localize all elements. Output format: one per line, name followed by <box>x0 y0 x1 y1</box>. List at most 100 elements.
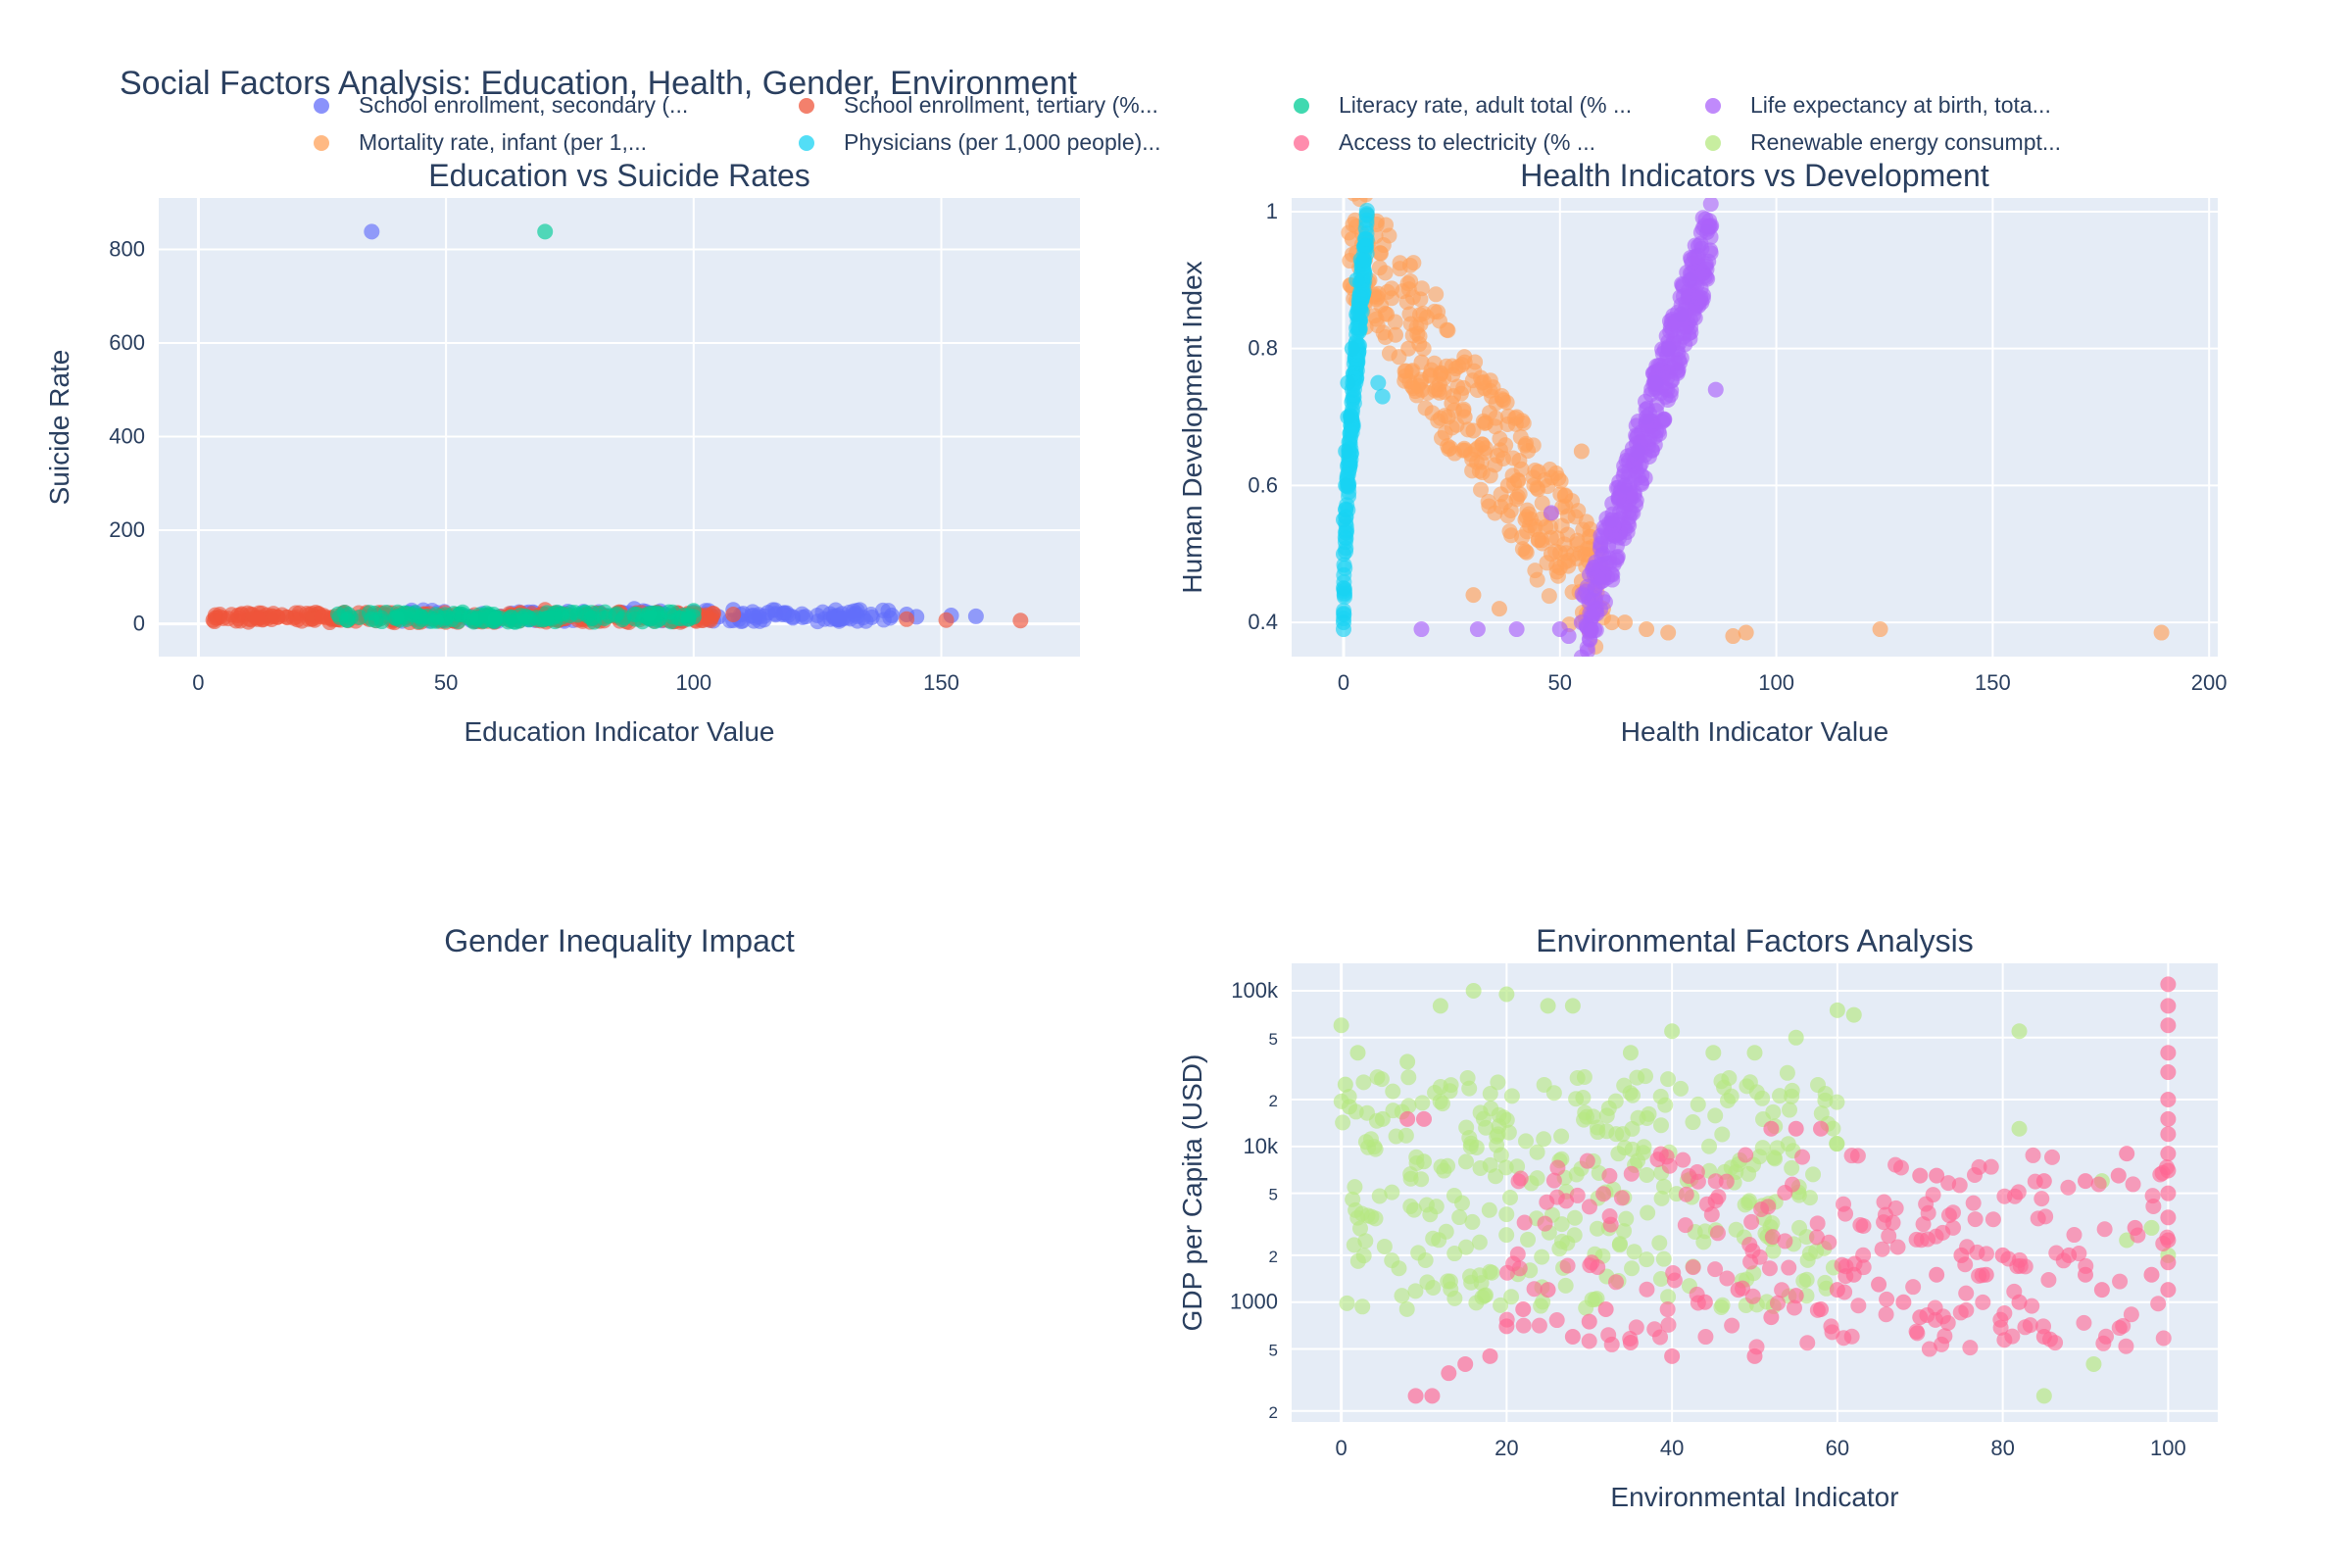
data-point <box>1422 368 1439 384</box>
data-point <box>1763 1120 1780 1137</box>
legend-item[interactable]: School enrollment, secondary (... <box>314 92 688 119</box>
data-point <box>2085 1355 2102 1372</box>
data-point <box>1441 441 1457 458</box>
data-point <box>1369 318 1386 334</box>
data-point <box>2160 1064 2177 1081</box>
data-point <box>1402 1198 1419 1214</box>
legend-marker <box>314 97 329 114</box>
legend-label: School enrollment, secondary (... <box>359 92 689 118</box>
data-point <box>1589 1220 1605 1237</box>
data-point <box>1628 1319 1644 1336</box>
data-point <box>2160 1146 2177 1162</box>
data-point <box>2011 1294 2028 1310</box>
data-point <box>1813 1120 1829 1137</box>
data-point <box>1908 1231 1925 1248</box>
legend-item[interactable]: Mortality rate, infant (per 1,... <box>314 129 647 156</box>
data-point <box>1940 1207 1957 1224</box>
legend-item[interactable]: Renewable energy consumpt... <box>1705 129 2061 156</box>
data-point <box>1400 1069 1417 1086</box>
data-point <box>1876 1194 1892 1210</box>
data-point <box>1637 469 1653 486</box>
data-point <box>1492 442 1508 459</box>
x-tick-label: 50 <box>1548 670 1572 695</box>
x-tick-label: 200 <box>2191 670 2228 695</box>
legend-item[interactable]: School enrollment, tertiary (%... <box>799 92 1158 119</box>
data-point <box>1520 1231 1537 1248</box>
data-point <box>1992 1319 2009 1336</box>
data-point <box>2011 1120 2028 1137</box>
data-point <box>1623 1165 1640 1182</box>
data-point <box>2143 1266 2160 1283</box>
data-point <box>863 609 880 625</box>
subplot-title: Environmental Factors Analysis <box>1536 923 1973 958</box>
legend[interactable]: School enrollment, secondary (... School … <box>314 92 2234 171</box>
data-point <box>364 611 380 627</box>
legend-item[interactable]: Access to electricity (% ... <box>1294 129 1595 156</box>
data-point <box>487 611 504 627</box>
data-point <box>1575 1090 1592 1106</box>
data-point <box>388 610 405 626</box>
data-point <box>1850 1298 1867 1314</box>
data-point <box>1481 498 1497 514</box>
data-point <box>1597 1301 1614 1318</box>
data-point <box>1707 1107 1724 1124</box>
chart-main-title: Social Factors Analysis: Education, Heal… <box>120 65 1078 102</box>
data-point <box>1548 1312 1565 1329</box>
data-point <box>1951 1177 1968 1194</box>
data-point <box>1698 223 1715 240</box>
data-point <box>1672 1080 1689 1097</box>
legend-item[interactable]: Physicians (per 1,000 people)... <box>799 129 1160 156</box>
y-tick-label: 5 <box>1269 1030 1278 1049</box>
data-point <box>1660 624 1677 641</box>
data-point <box>1655 1250 1672 1267</box>
data-point <box>1431 313 1447 329</box>
data-point <box>1398 1300 1415 1317</box>
data-point <box>1422 1206 1439 1223</box>
data-point <box>1653 1190 1670 1206</box>
data-point <box>1370 374 1387 391</box>
data-point <box>1526 1281 1543 1298</box>
data-point <box>1397 1127 1414 1144</box>
data-point <box>2078 1173 2093 1190</box>
data-point <box>1754 1090 1771 1106</box>
data-point <box>1763 1309 1780 1326</box>
data-point <box>1962 1340 1979 1356</box>
data-point <box>1696 1294 1713 1310</box>
data-point <box>1764 1229 1781 1246</box>
data-point <box>1845 1266 1862 1283</box>
data-point <box>1978 1266 1994 1283</box>
data-point <box>250 611 267 627</box>
data-point <box>2160 1232 2177 1249</box>
data-point <box>1887 1156 1904 1173</box>
data-point <box>1543 529 1559 546</box>
data-point <box>1530 532 1546 549</box>
data-point <box>1765 1243 1782 1259</box>
data-point <box>1489 1137 1505 1153</box>
data-point <box>2035 1388 2052 1404</box>
data-point <box>1646 374 1663 391</box>
data-point <box>1529 1170 1545 1187</box>
data-point <box>1347 176 1362 192</box>
data-point <box>1723 1159 1740 1176</box>
data-point <box>1782 1102 1798 1118</box>
data-point <box>1482 1348 1498 1364</box>
data-point <box>1616 1140 1633 1156</box>
data-point <box>2160 1092 2177 1108</box>
data-point <box>1403 377 1420 394</box>
y-tick-label: 1000 <box>1230 1290 1278 1314</box>
data-point <box>1374 1110 1391 1127</box>
data-point <box>1465 587 1482 604</box>
data-point <box>1836 1330 1852 1347</box>
data-point <box>1889 1239 1906 1255</box>
data-point <box>1774 1282 1790 1298</box>
legend-item[interactable]: Literacy rate, adult total (% ... <box>1294 92 1632 119</box>
data-point <box>1432 1094 1448 1110</box>
data-point <box>2034 1191 2050 1207</box>
data-point <box>1569 550 1586 566</box>
data-point <box>1498 986 1515 1003</box>
data-point <box>1781 1259 1797 1276</box>
data-point <box>1651 1235 1668 1251</box>
legend-item[interactable]: Life expectancy at birth, tota... <box>1705 92 2051 119</box>
data-point <box>1829 1002 1845 1018</box>
data-point <box>1682 330 1698 347</box>
